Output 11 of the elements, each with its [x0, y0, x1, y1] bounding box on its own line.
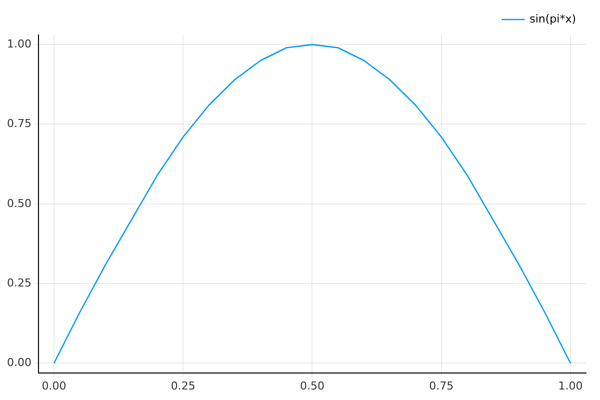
y-tick-label: 0.50 [6, 196, 32, 210]
y-tick-label: 1.00 [6, 37, 32, 50]
y-tick-label: 0.25 [6, 276, 32, 290]
x-tick-label: 0.25 [170, 379, 196, 392]
x-tick-label: 1.00 [558, 379, 583, 392]
x-tick-label: 0.75 [429, 379, 454, 392]
legend-label: sin(pi*x) [530, 12, 576, 26]
y-tick-label: 0.75 [6, 117, 32, 130]
x-tick-label: 0.00 [42, 379, 66, 392]
x-tick-label: 0.50 [300, 379, 324, 392]
y-tick-label: 0.00 [6, 356, 32, 370]
